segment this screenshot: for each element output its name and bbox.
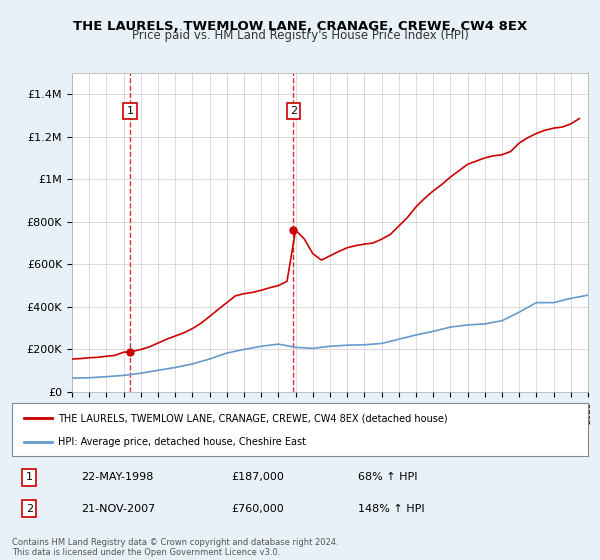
Text: THE LAURELS, TWEMLOW LANE, CRANAGE, CREWE, CW4 8EX: THE LAURELS, TWEMLOW LANE, CRANAGE, CREW… [73, 20, 527, 32]
Text: Price paid vs. HM Land Registry's House Price Index (HPI): Price paid vs. HM Land Registry's House … [131, 29, 469, 42]
Text: 1: 1 [127, 106, 134, 116]
Text: £187,000: £187,000 [231, 473, 284, 482]
Text: £760,000: £760,000 [231, 503, 284, 514]
Text: 21-NOV-2007: 21-NOV-2007 [81, 503, 155, 514]
Text: 2: 2 [290, 106, 297, 116]
Text: 2: 2 [26, 503, 33, 514]
Text: 22-MAY-1998: 22-MAY-1998 [81, 473, 154, 482]
Text: THE LAURELS, TWEMLOW LANE, CRANAGE, CREWE, CW4 8EX (detached house): THE LAURELS, TWEMLOW LANE, CRANAGE, CREW… [58, 413, 448, 423]
Text: 148% ↑ HPI: 148% ↑ HPI [358, 503, 424, 514]
Text: 68% ↑ HPI: 68% ↑ HPI [358, 473, 417, 482]
Text: 1: 1 [26, 473, 33, 482]
Text: Contains HM Land Registry data © Crown copyright and database right 2024.
This d: Contains HM Land Registry data © Crown c… [12, 538, 338, 557]
Text: HPI: Average price, detached house, Cheshire East: HPI: Average price, detached house, Ches… [58, 436, 306, 446]
